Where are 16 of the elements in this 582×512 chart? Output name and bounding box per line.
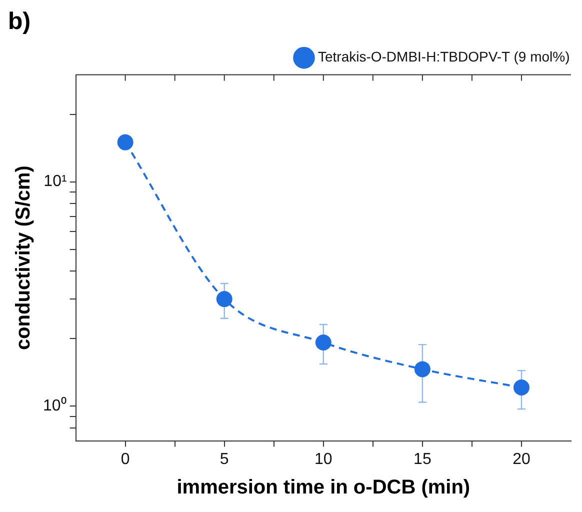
point	[216, 291, 232, 308]
x-axis-title: immersion time in o-DCB (min)	[176, 476, 470, 499]
y-tick-label: 10¹	[44, 173, 67, 190]
x-tick-label: 5	[220, 450, 229, 468]
x-tick-label: 0	[120, 450, 130, 468]
point	[414, 361, 430, 378]
x-tick-label: 10	[314, 450, 332, 468]
y-tick-label: 10⁰	[43, 396, 67, 414]
point	[513, 379, 530, 396]
x-tick-label: 20	[512, 450, 530, 468]
point	[315, 334, 332, 351]
chart-title: b)	[8, 8, 31, 36]
legend-label: Tetrakis-O-DMBI-H:TBDOPV-T (9 mol%)	[318, 48, 570, 65]
point	[117, 134, 134, 150]
y-axis-title: conductivity (S/cm)	[12, 166, 35, 350]
x-tick-label: 15	[414, 450, 432, 468]
